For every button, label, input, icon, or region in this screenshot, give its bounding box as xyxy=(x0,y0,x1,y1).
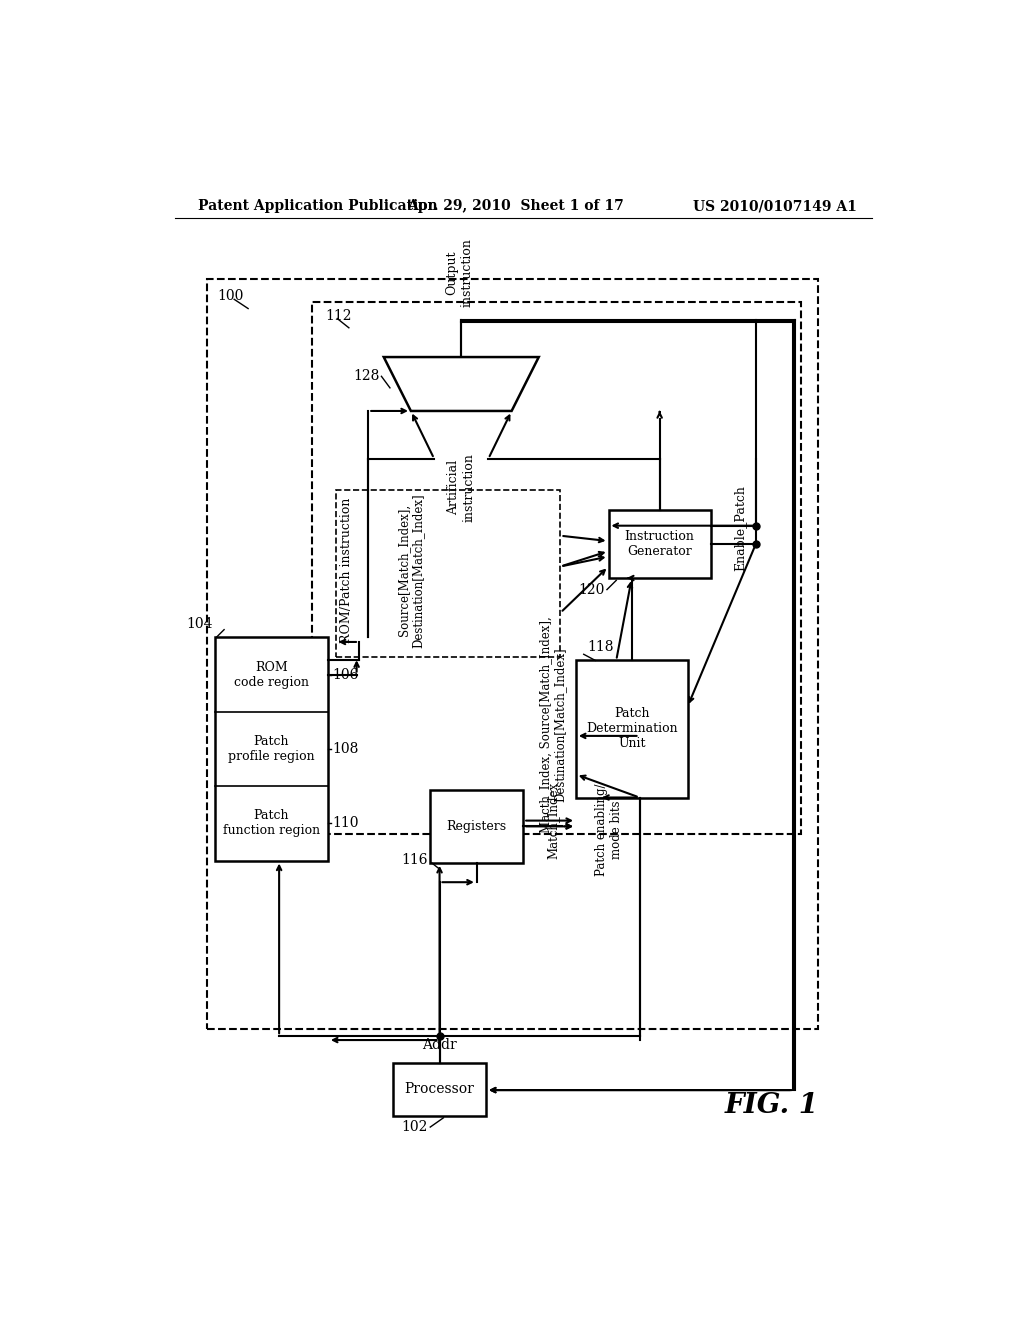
Text: Apr. 29, 2010  Sheet 1 of 17: Apr. 29, 2010 Sheet 1 of 17 xyxy=(408,199,624,213)
Text: Source[Match_Index],
Destination[Match_Index]: Source[Match_Index], Destination[Match_I… xyxy=(397,494,425,648)
Text: Artificial
instruction: Artificial instruction xyxy=(447,453,475,521)
Text: 100: 100 xyxy=(217,289,244,304)
Text: US 2010/0107149 A1: US 2010/0107149 A1 xyxy=(692,199,856,213)
Text: Patch
Determination
Unit: Patch Determination Unit xyxy=(586,708,678,751)
Text: Patch
function region: Patch function region xyxy=(223,809,319,837)
Text: 120: 120 xyxy=(579,582,604,597)
Text: Patch
profile region: Patch profile region xyxy=(228,735,314,763)
Text: Registers: Registers xyxy=(446,820,507,833)
Text: Patent Application Publication: Patent Application Publication xyxy=(198,199,437,213)
Text: 128: 128 xyxy=(353,370,380,383)
Text: Patch enabling/
mode bits: Patch enabling/ mode bits xyxy=(595,784,623,876)
Text: ROM
code region: ROM code region xyxy=(233,660,309,689)
Bar xyxy=(430,789,523,863)
Text: 108: 108 xyxy=(332,742,358,756)
Text: 118: 118 xyxy=(588,640,614,655)
Text: Output
instruction: Output instruction xyxy=(445,238,474,308)
Bar xyxy=(215,638,328,861)
Text: 116: 116 xyxy=(401,853,428,867)
Text: ROM/Patch instruction: ROM/Patch instruction xyxy=(340,498,353,643)
Bar xyxy=(336,490,560,657)
Text: Addr: Addr xyxy=(422,1038,457,1052)
Text: Enable_Patch: Enable_Patch xyxy=(734,484,746,572)
Bar xyxy=(575,660,687,797)
Text: 102: 102 xyxy=(401,1121,428,1134)
Text: Instruction
Generator: Instruction Generator xyxy=(625,531,694,558)
Bar xyxy=(207,280,818,1028)
Bar xyxy=(393,1063,486,1115)
Bar xyxy=(608,511,711,578)
Text: 112: 112 xyxy=(326,309,352,323)
Text: FIG. 1: FIG. 1 xyxy=(724,1092,818,1119)
Text: Processor: Processor xyxy=(404,1082,474,1097)
Text: 110: 110 xyxy=(332,817,358,830)
Text: Match_Index: Match_Index xyxy=(546,781,559,859)
Text: 104: 104 xyxy=(186,618,212,631)
Polygon shape xyxy=(384,358,539,411)
Bar xyxy=(312,302,801,834)
Text: 106: 106 xyxy=(332,668,358,681)
Text: Macth_Index, Source[Match_Index],
Destination[Match_Index]: Macth_Index, Source[Match_Index], Destin… xyxy=(539,616,566,833)
